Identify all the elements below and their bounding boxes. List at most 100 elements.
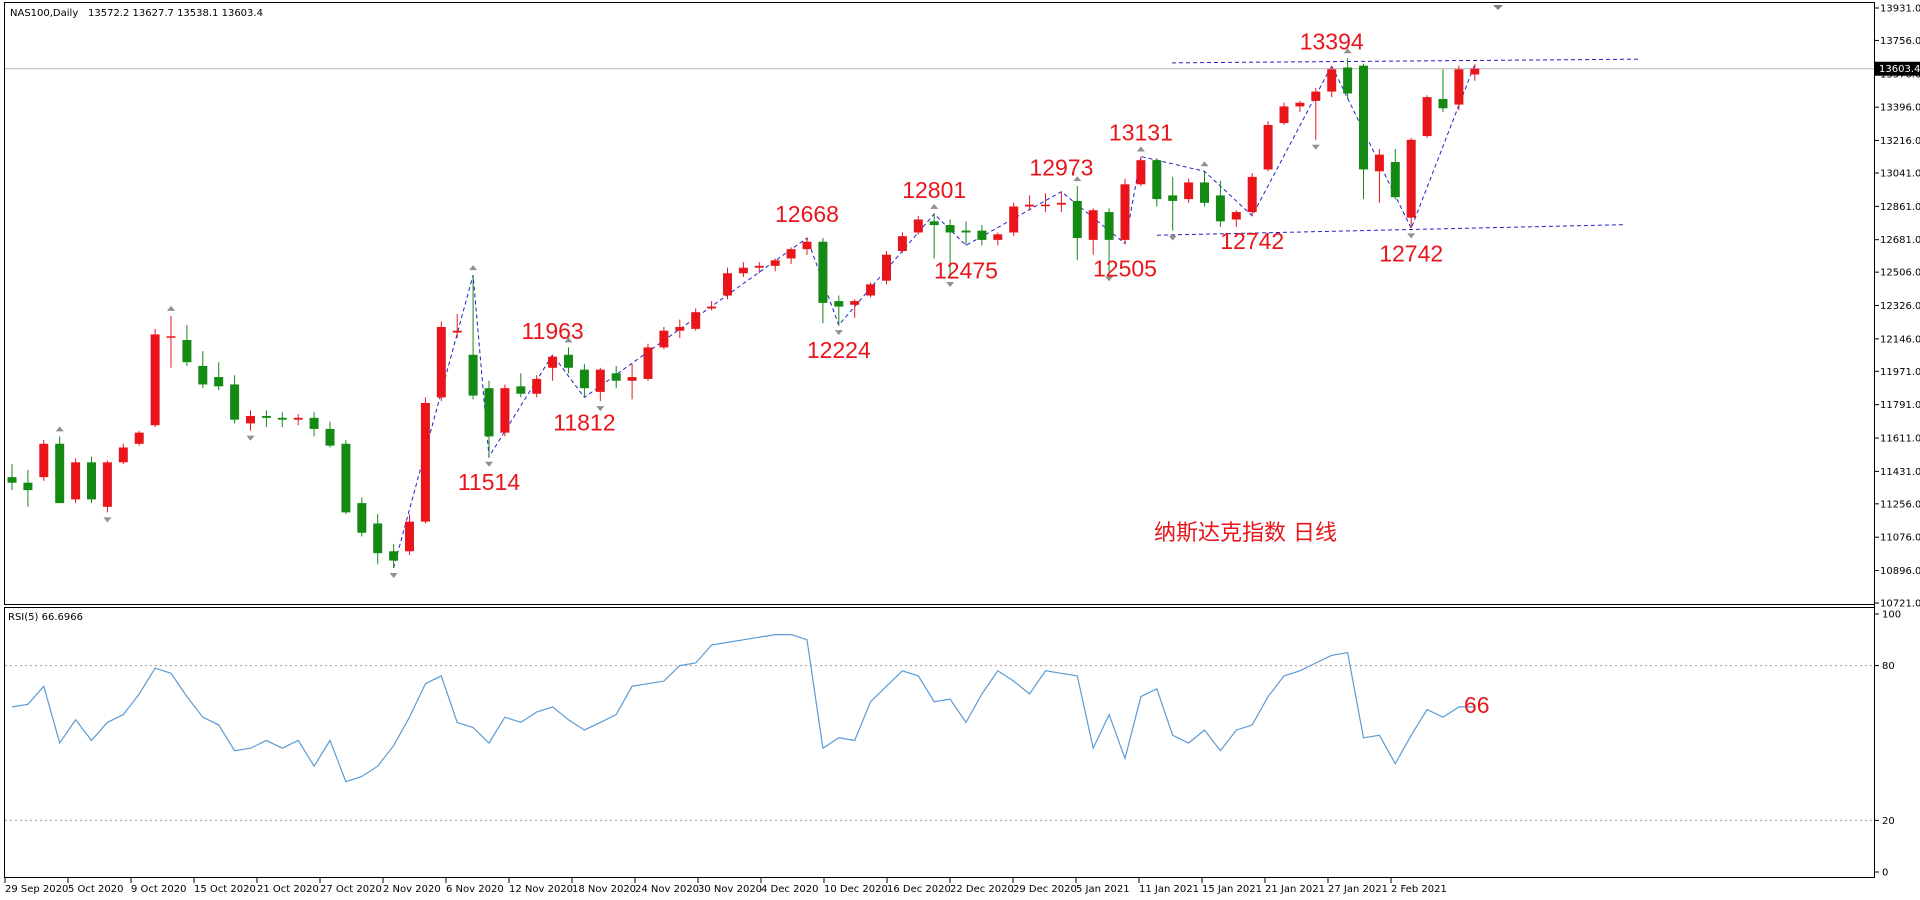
candle-body — [166, 336, 176, 338]
candle-body — [1263, 124, 1273, 170]
time-tick-label: 21 Oct 2020 — [257, 884, 319, 895]
fractal-down-icon — [246, 435, 255, 441]
candle-body — [452, 330, 462, 333]
candle — [452, 314, 462, 339]
price-tick-label: 12326.0 — [1880, 301, 1920, 312]
candle-body — [1327, 69, 1337, 92]
candle — [627, 364, 637, 400]
candle-body — [436, 327, 446, 398]
fractal-down-icon — [1407, 233, 1416, 239]
rsi-series-line — [11, 633, 1475, 783]
rsi-value-label: 66 — [1464, 692, 1490, 718]
level-label: 11812 — [553, 409, 615, 435]
candle-body — [754, 265, 764, 268]
candle-body — [595, 369, 605, 392]
candle-body — [1009, 206, 1019, 233]
candle — [468, 275, 478, 400]
annotation-nasdaq-daily: 纳斯达克指数 日线 — [1154, 521, 1337, 546]
candle-body — [1072, 200, 1082, 239]
candle — [516, 373, 526, 398]
candle-body — [866, 284, 876, 296]
candle — [595, 367, 605, 402]
level-label: 11514 — [458, 469, 520, 495]
fractal-down-icon — [485, 461, 493, 467]
candle — [1215, 180, 1225, 227]
candle — [977, 225, 987, 246]
candle-body — [516, 386, 526, 394]
time-tick-label: 29 Sep 2020 — [5, 884, 68, 895]
price-tick-label: 10721.0 — [1880, 599, 1920, 610]
level-label: 12801 — [902, 177, 966, 203]
candle — [691, 308, 701, 331]
candle-body — [929, 221, 939, 226]
level-label: 12668 — [775, 201, 839, 227]
candles — [7, 58, 1480, 568]
time-tick-label: 11 Jan 2021 — [1139, 884, 1199, 895]
candle — [1120, 178, 1130, 244]
fractal-down-icon — [389, 572, 398, 578]
candle — [1104, 208, 1114, 272]
rsi-axis: 0 20 80 100 — [1874, 610, 1901, 879]
candle-body — [341, 443, 351, 513]
candle-body — [420, 402, 430, 522]
candle — [261, 410, 271, 428]
chart-shift-marker-icon[interactable] — [1493, 5, 1503, 10]
candle — [150, 328, 160, 428]
candle — [738, 262, 748, 277]
candle — [166, 315, 176, 368]
trend-lines — [393, 58, 1641, 569]
price-tick-label: 13931.0 — [1880, 4, 1920, 15]
candle-body — [389, 551, 399, 561]
candle-body — [1454, 69, 1464, 105]
candle-body — [1359, 65, 1368, 170]
candle-body — [1390, 162, 1400, 198]
candle — [293, 414, 303, 426]
candle — [579, 364, 589, 398]
candle-body — [1438, 99, 1448, 109]
candle-body — [913, 219, 923, 233]
candle — [134, 430, 144, 446]
candle — [929, 213, 939, 259]
candle — [87, 456, 96, 504]
price-tick-label: 11791.0 — [1880, 400, 1920, 411]
candle — [1056, 191, 1066, 213]
candle-body — [802, 241, 812, 250]
price-tick-label: 11431.0 — [1880, 467, 1920, 478]
candle — [1152, 158, 1162, 207]
candle — [309, 412, 319, 437]
candle — [897, 232, 907, 253]
fractal-down-icon — [834, 330, 843, 336]
candle-body — [1168, 195, 1178, 201]
price-tick-label: 13216.0 — [1880, 136, 1920, 147]
symbol-label: NAS100,Daily — [10, 8, 78, 19]
candle — [23, 469, 33, 507]
time-tick-label: 5 Oct 2020 — [68, 884, 123, 895]
time-tick-label: 12 Nov 2020 — [509, 884, 573, 895]
time-tick-label: 15 Oct 2020 — [194, 884, 256, 895]
fractal-up-icon — [1136, 146, 1145, 152]
candle-body — [850, 301, 860, 305]
candle — [1406, 137, 1416, 229]
candle — [818, 238, 828, 324]
time-tick-label: 16 Dec 2020 — [887, 884, 951, 895]
level-label: 13131 — [1109, 119, 1173, 145]
fractal-down-icon — [1168, 235, 1177, 241]
candle-body — [707, 306, 717, 309]
price-tick-label: 11971.0 — [1880, 367, 1920, 378]
candle — [230, 375, 240, 424]
time-tick-label: 5 Jan 2021 — [1076, 884, 1130, 895]
candle-body — [1136, 160, 1146, 185]
time-tick-label: 30 Nov 2020 — [698, 884, 762, 895]
candle — [500, 384, 510, 437]
fractal-down-icon — [103, 517, 112, 523]
candle — [1374, 149, 1384, 203]
price-tick-label: 11256.0 — [1880, 499, 1920, 510]
candle-body — [293, 417, 303, 420]
rsi-tick-label: 0 — [1882, 868, 1888, 879]
rsi-tick-label: 100 — [1882, 610, 1901, 621]
candle — [1200, 171, 1209, 207]
price-tick-label: 11076.0 — [1880, 533, 1920, 544]
candle — [802, 238, 812, 255]
candle — [1041, 193, 1050, 213]
